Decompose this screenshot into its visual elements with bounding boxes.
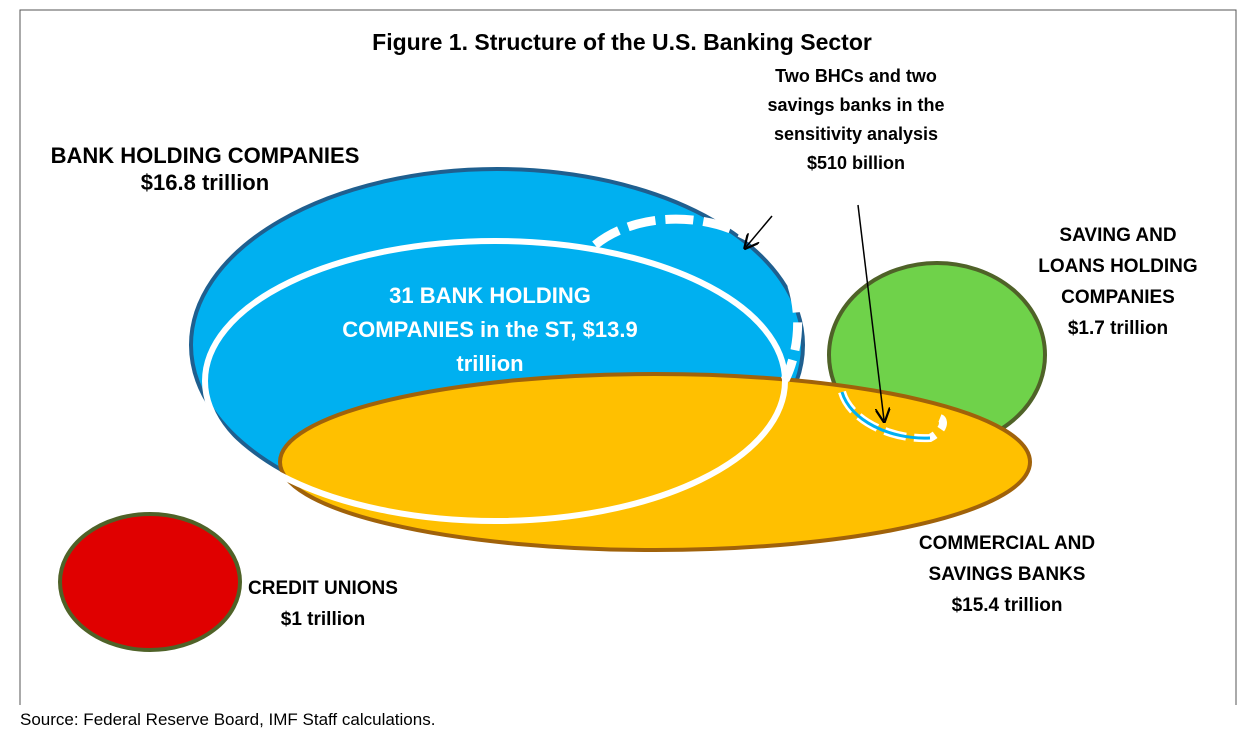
frame xyxy=(19,9,1237,705)
labels: BANK HOLDING COMPANIES$16.8 trillion 31 B… xyxy=(51,66,1198,630)
node-label: LOANS HOLDING xyxy=(1038,256,1197,277)
arrow xyxy=(857,204,884,420)
banks-ellipse xyxy=(278,372,1032,552)
node-label: $15.4 trillion xyxy=(952,595,1063,616)
node-label: $16.8 trillion xyxy=(141,170,269,195)
dashed-region xyxy=(592,214,803,383)
node-label: CREDIT UNIONS xyxy=(248,578,398,599)
node-label: COMPANIES in the ST, $13.9 xyxy=(342,317,637,342)
node-label: sensitivity analysis xyxy=(774,124,938,144)
node-label: SAVING AND xyxy=(1059,225,1176,246)
source: Source: Federal Reserve Board, IMF Staff… xyxy=(20,710,435,729)
node-label: COMPANIES xyxy=(1061,287,1175,308)
node-label: $510 billion xyxy=(807,153,905,173)
node-label: BANK HOLDING COMPANIES xyxy=(51,143,360,168)
node-label: $1 trillion xyxy=(281,609,365,630)
st-ellipse xyxy=(202,238,788,524)
node-label: savings banks in the xyxy=(767,95,944,115)
node-label: 31 BANK HOLDING xyxy=(389,283,591,308)
node-label: $1.7 trillion xyxy=(1068,318,1168,339)
node-label: Two BHCs and two xyxy=(775,66,937,86)
dashed-region-small-edge xyxy=(840,391,931,440)
title: Figure 1. Structure of the U.S. Banking … xyxy=(372,29,872,55)
node-label: trillion xyxy=(456,351,523,376)
node-label: COMMERCIAL AND xyxy=(919,533,1095,554)
cu-ellipse xyxy=(58,512,242,652)
arrow xyxy=(746,215,773,247)
node-label: SAVINGS BANKS xyxy=(929,564,1086,585)
